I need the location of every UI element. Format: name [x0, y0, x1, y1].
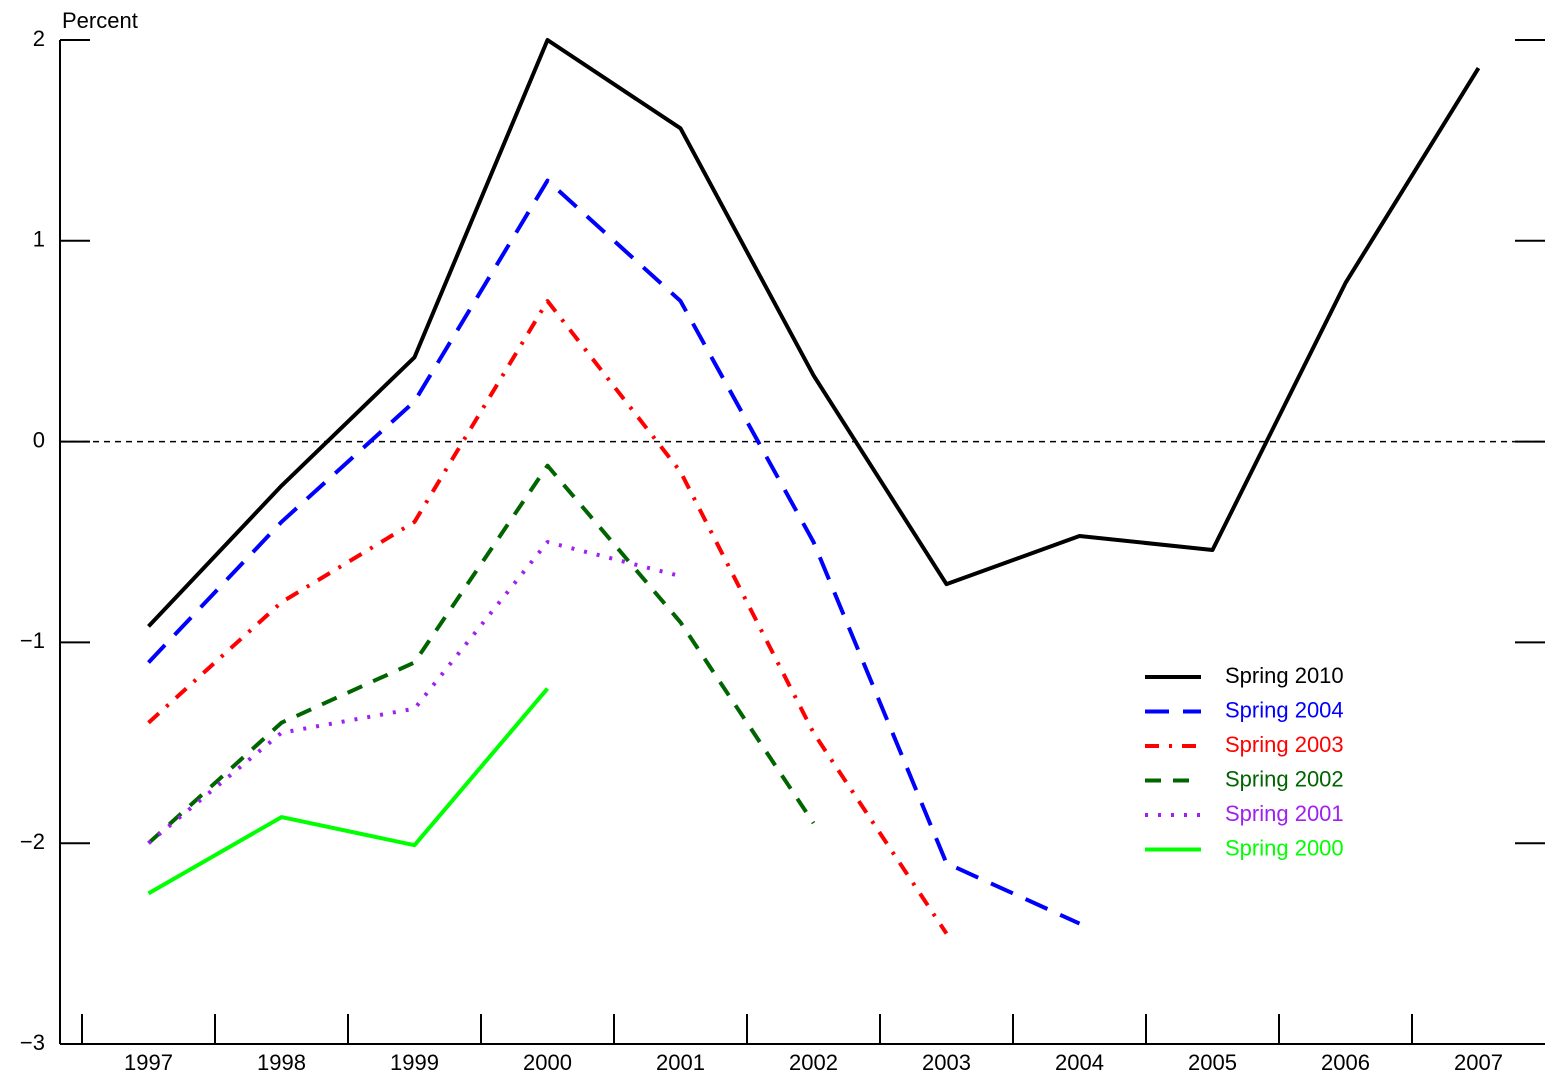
legend-label: Spring 2002 — [1225, 766, 1344, 791]
x-tick-label: 2003 — [922, 1050, 971, 1075]
series-line — [147, 687, 550, 896]
x-tick-label: 2002 — [789, 1050, 838, 1075]
legend-label: Spring 2000 — [1225, 835, 1344, 860]
x-tick-label: 2001 — [656, 1050, 705, 1075]
y-tick-label: 0 — [33, 427, 45, 452]
y-tick-label: −3 — [20, 1030, 45, 1055]
y-tick-label: 2 — [33, 26, 45, 51]
y-tick-label: 1 — [33, 227, 45, 252]
series-line — [147, 540, 681, 845]
x-tick-label: 2000 — [523, 1050, 572, 1075]
x-tick-label: 2007 — [1454, 1050, 1503, 1075]
series-line — [147, 38, 1481, 628]
x-tick-label: 1999 — [390, 1050, 439, 1075]
legend-label: Spring 2004 — [1225, 697, 1344, 722]
x-tick-label: 2004 — [1055, 1050, 1104, 1075]
legend-label: Spring 2010 — [1225, 663, 1344, 688]
x-tick-label: 1998 — [257, 1050, 306, 1075]
y-axis-label: Percent — [62, 8, 138, 33]
series-line — [147, 178, 1081, 926]
y-tick-label: −1 — [20, 628, 45, 653]
series-line — [147, 463, 816, 845]
legend-label: Spring 2003 — [1225, 732, 1344, 757]
x-tick-label: 1997 — [124, 1050, 173, 1075]
x-tick-label: 2006 — [1321, 1050, 1370, 1075]
y-tick-label: −2 — [20, 829, 45, 854]
legend-label: Spring 2001 — [1225, 801, 1344, 826]
x-tick-label: 2005 — [1188, 1050, 1237, 1075]
series-line — [147, 299, 949, 935]
